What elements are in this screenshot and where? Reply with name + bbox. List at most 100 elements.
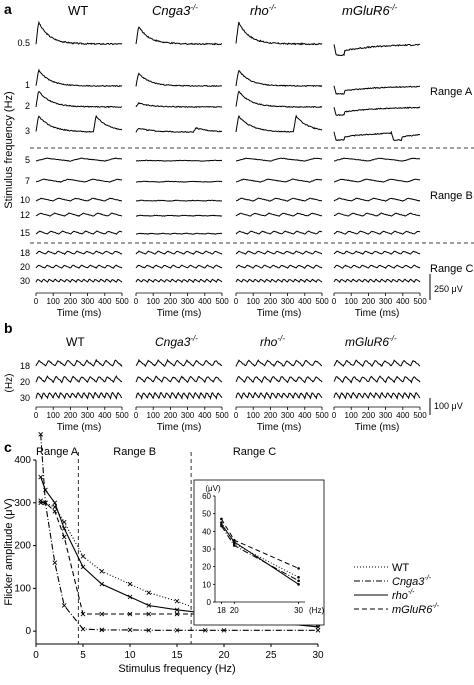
trace-a-r5-c1 xyxy=(135,180,223,183)
inset-x-tick-label-2: 30 xyxy=(294,606,303,615)
panel-a-y-label: Stimulus frequency (Hz) xyxy=(3,91,15,208)
point-x-2-6 xyxy=(127,594,133,600)
freq-label-a-2: 2 xyxy=(25,101,30,111)
time-b-tick-label-0-3: 300 xyxy=(81,411,95,420)
freq-label-a-0: 0.5 xyxy=(17,38,30,48)
time-b-tick-label-0-4: 400 xyxy=(98,411,112,420)
point-x-1-11 xyxy=(315,627,321,633)
time-b-xlabel-1: Time (ms) xyxy=(157,422,202,433)
time-b-tick-label-3-3: 300 xyxy=(379,411,393,420)
series-line-1 xyxy=(40,434,318,631)
trace-a-r1-c0 xyxy=(35,68,123,88)
freq-label-b-0: 18 xyxy=(20,361,30,371)
freq-label-a-4: 5 xyxy=(25,155,30,165)
point-x-2-1 xyxy=(43,487,48,493)
time-b-tick-label-2-2: 200 xyxy=(264,411,278,420)
trace-a-r7-c2 xyxy=(235,212,323,217)
trace-a-r5-c2 xyxy=(235,178,322,183)
point-x-3-0 xyxy=(38,500,44,506)
chart-range-label-1: Range B xyxy=(113,446,156,458)
point-x-1-6 xyxy=(127,627,133,633)
x-tick-label-1: 5 xyxy=(80,650,86,661)
trace-a-r6-c1 xyxy=(135,199,223,202)
x-tick-label-3: 15 xyxy=(171,650,183,661)
point-x-2-7 xyxy=(146,603,152,608)
trace-a-r11-c2 xyxy=(235,278,323,284)
point-x-2-5 xyxy=(99,581,105,587)
trace-a-r6-c3 xyxy=(333,197,421,202)
header-b-rho: rho-/- xyxy=(260,334,285,349)
inset-y-tick-label-3: 30 xyxy=(202,545,211,554)
time-b-tick-label-1-2: 200 xyxy=(164,411,178,420)
freq-label-a-9: 18 xyxy=(20,248,30,258)
point-x-3-1 xyxy=(43,500,48,506)
trace-a-r1-c1 xyxy=(135,72,222,87)
time-a-tick-label-2-2: 200 xyxy=(264,297,278,306)
trace-b-r2-c1 xyxy=(135,391,223,401)
trace-a-r10-c0 xyxy=(35,264,123,270)
trace-a-r4-c1 xyxy=(136,159,223,162)
panel-a-traces xyxy=(35,20,421,284)
panel-label-c: c xyxy=(4,439,12,455)
point-x-1-7 xyxy=(146,627,152,633)
time-a-tick-label-1-1: 100 xyxy=(147,297,161,306)
panel-b-frequency-labels: 18 20 30 xyxy=(20,361,30,403)
point-x-3-5 xyxy=(99,611,105,617)
freq-label-a-5: 7 xyxy=(25,176,30,186)
inset-chart: (μV) 0 10 20 30 40 50 60 18 20 30 (Hz) xyxy=(193,479,324,626)
trace-a-r6-c0 xyxy=(35,197,123,202)
inset-y-tick-label-1: 10 xyxy=(202,580,211,589)
time-a-tick-label-1-3: 300 xyxy=(181,297,195,306)
trace-a-r7-c0 xyxy=(35,212,123,217)
panel-label-b: b xyxy=(4,320,13,336)
time-a-tick-label-3-1: 100 xyxy=(345,297,359,306)
point-x-2-8 xyxy=(174,607,180,613)
y-tick-label-1: 100 xyxy=(14,583,31,594)
time-a-tick-label-0-0: 0 xyxy=(34,297,39,306)
panel-b-headers: WT Cnga3-/- rho-/- mGluR6-/- xyxy=(66,334,397,349)
freq-label-a-8: 15 xyxy=(20,228,30,238)
freq-label-a-7: 12 xyxy=(20,210,30,220)
y-tick-label-3: 300 xyxy=(14,498,31,509)
header-b-wt: WT xyxy=(66,335,85,349)
trace-a-r2-c3 xyxy=(333,106,421,117)
time-a-tick-label-3-5: 500 xyxy=(413,297,427,306)
time-a-tick-label-0-4: 400 xyxy=(98,297,112,306)
time-a-tick-label-3-0: 0 xyxy=(332,297,337,306)
panel-b-y-label: (Hz) xyxy=(4,374,15,393)
time-b-tick-label-1-4: 400 xyxy=(198,411,212,420)
freq-label-b-2: 30 xyxy=(20,393,30,403)
scale-bar-a-label: 250 μV xyxy=(434,284,463,294)
time-b-tick-label-2-1: 100 xyxy=(247,411,261,420)
point-x-3-6 xyxy=(127,611,133,617)
time-a-xlabel-1: Time (ms) xyxy=(157,308,202,319)
trace-a-r9-c2 xyxy=(235,250,323,255)
inset-y-tick-label-6: 60 xyxy=(202,492,211,501)
point-x-0-6 xyxy=(127,581,133,587)
point-x-3-7 xyxy=(146,611,152,617)
time-b-tick-label-1-1: 100 xyxy=(147,411,161,420)
range-b-label: Range B xyxy=(430,190,473,202)
trace-a-r8-c2 xyxy=(235,230,323,235)
freq-label-a-6: 10 xyxy=(20,195,30,205)
trace-a-r1-c3 xyxy=(333,85,421,95)
time-b-tick-label-0-0: 0 xyxy=(34,411,39,420)
point-x-1-8 xyxy=(174,627,180,633)
time-a-tick-label-0-3: 300 xyxy=(81,297,95,306)
point-x-1-9 xyxy=(202,627,208,633)
inset-point-1-1 xyxy=(232,544,236,547)
time-b-xlabel-3: Time (ms) xyxy=(355,422,400,433)
time-a-tick-label-3-3: 300 xyxy=(379,297,393,306)
point-x-2-11 xyxy=(315,624,321,630)
trace-b-r0-c0 xyxy=(35,358,123,367)
freq-label-a-10: 20 xyxy=(20,262,30,272)
inset-point-3-2 xyxy=(297,567,300,570)
y-tick-label-0: 0 xyxy=(25,626,31,637)
trace-a-r6-c2 xyxy=(236,197,323,202)
trace-b-r0-c2 xyxy=(235,359,323,368)
time-a-tick-label-3-2: 200 xyxy=(362,297,376,306)
point-x-0-5 xyxy=(99,568,105,574)
